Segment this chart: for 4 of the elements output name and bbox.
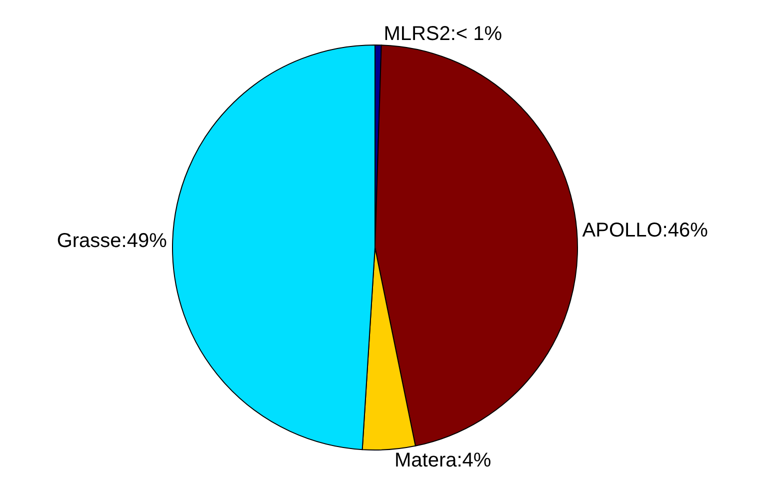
slice-label: Matera:4% bbox=[394, 449, 492, 472]
slice-label: Grasse:49% bbox=[56, 230, 168, 252]
slice-label: APOLLO:46% bbox=[582, 219, 708, 242]
slice-label: MLRS2:< 1% bbox=[384, 23, 502, 46]
